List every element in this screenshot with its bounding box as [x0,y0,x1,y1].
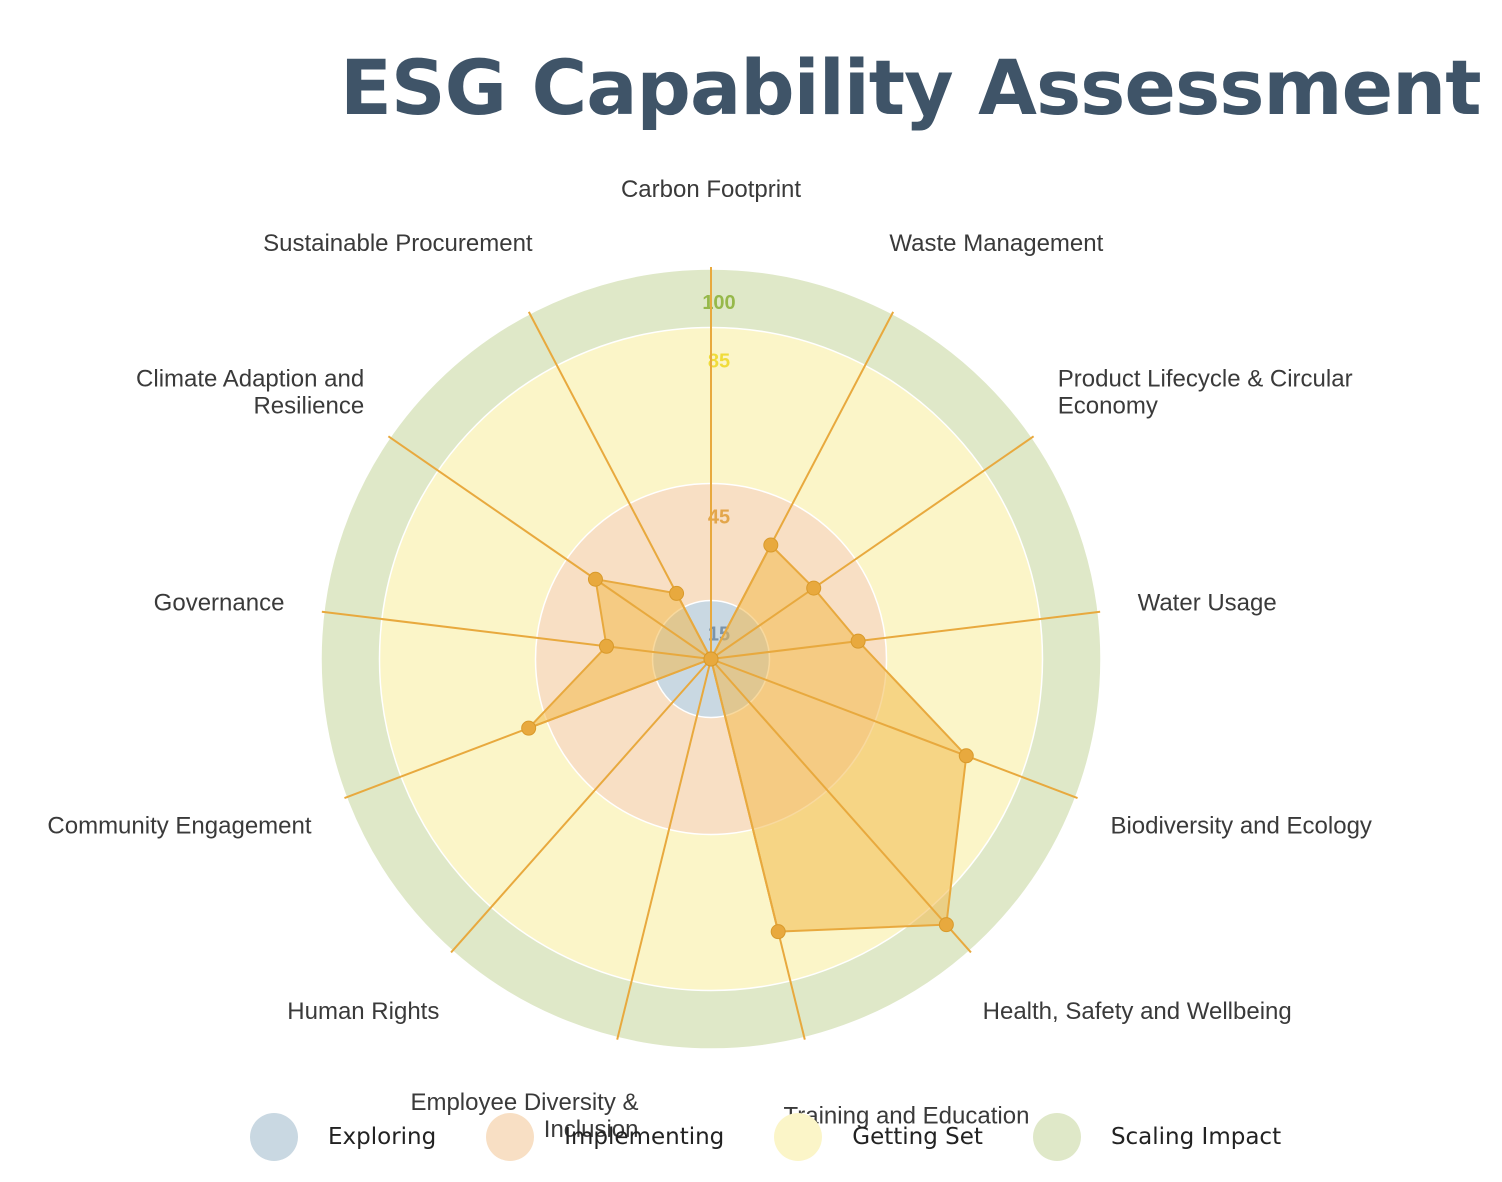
legend-swatch [1032,1113,1081,1161]
axis-label: Climate Adaption and Resilience [136,366,364,420]
axis-labels: Carbon Footprint Waste Management Product … [47,176,1372,1143]
legend-item: Getting Set [774,1113,983,1161]
axis-line [710,610,1101,660]
legend-label: Exploring [328,1124,437,1150]
axis-label: Water Usage [1138,589,1277,616]
legend-item: Scaling Impact [1032,1113,1282,1161]
axis-line [710,658,1078,799]
data-point [958,748,974,764]
axis-label: Community Engagement [47,813,311,840]
axis-line [710,435,1035,660]
axis-line [387,435,712,660]
axis-line [710,658,972,954]
axis-line [527,311,712,660]
legend-label: Scaling Impact [1110,1124,1282,1150]
axis-label: Sustainable Procurement [263,230,533,257]
axis-label: Waste Management [889,230,1103,257]
tick-label: 85 [708,351,730,373]
legend-swatch [774,1113,823,1161]
axis-label: Employee Diversity & Inclusion [410,1089,638,1143]
legend-swatch [486,1113,535,1161]
legend-item: Exploring [250,1113,436,1161]
legend-swatch [250,1113,298,1161]
axis-label: Governance [154,589,285,616]
axis-label: Training and Education [783,1102,1029,1129]
axis-line [450,658,712,954]
legend-label: Implementing [564,1124,725,1150]
axis-label: Human Rights [287,998,439,1025]
data-points [521,537,974,940]
data-point [806,580,822,596]
axis-line [710,311,895,660]
axis-label: Product Lifecycle & Circular Economy [1058,366,1353,420]
legend: Exploring Implementing Getting Set Scaling … [250,1112,1331,1162]
legend-item: Implementing [486,1113,724,1161]
axis-label: Carbon Footprint [621,176,801,203]
data-point [521,720,537,736]
page-title: ESG Capability Assessment [340,43,1482,132]
data-point [938,917,954,933]
data-point [703,651,719,667]
legend-label: Getting Set [852,1124,983,1150]
data-point [587,571,603,587]
tick-label: 100 [702,292,735,314]
axis-line [321,610,712,660]
data-point [850,633,866,649]
tick-label: 45 [708,507,730,529]
axis-label: Health, Safety and Wellbeing [983,998,1292,1025]
data-point [763,537,779,553]
data-point [770,924,786,940]
axis-line [710,658,806,1040]
data-point [598,638,614,654]
axis-label: Biodiversity and Ecology [1110,813,1371,840]
data-point [669,585,685,601]
axis-line [616,658,712,1040]
